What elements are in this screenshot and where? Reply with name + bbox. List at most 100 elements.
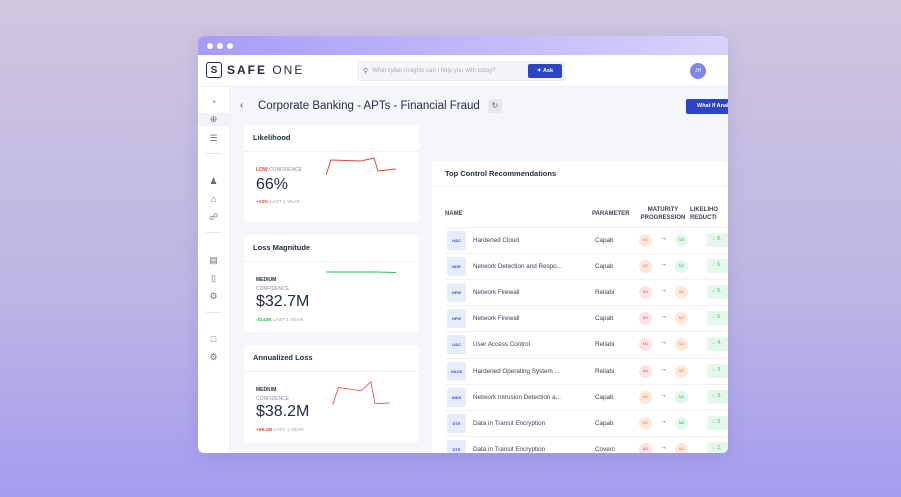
maturity-to-badge: M3 (675, 234, 688, 247)
reduction-badge: ↓ 6. (707, 259, 728, 274)
delta: +$9.1M LAST 1 YEAR (256, 428, 304, 433)
reduction-value: 5. (717, 288, 722, 295)
confidence: MEDIUM CONFIDENCE (256, 277, 289, 292)
layers-icon[interactable]: ☰ (209, 133, 218, 143)
col-parameter[interactable]: PARAMETER (592, 211, 630, 217)
parameter: Reliabi (595, 341, 615, 349)
logo-mark: S (206, 62, 222, 78)
control-abbr-badge: NDR (447, 257, 466, 277)
table-row[interactable]: UAC User Access Control Reliabi M1 → M2 … (445, 331, 728, 357)
maturity-from-badge: M1 (639, 364, 652, 378)
confidence-level: MEDIUM (256, 277, 277, 283)
window-dot[interactable] (217, 42, 223, 49)
maturity-to-badge: M3 (675, 260, 688, 274)
control-name: Hardened Operating System ... (473, 367, 560, 375)
table-row[interactable]: NIDS Network Intrusion Detection a... Ca… (445, 383, 728, 410)
institution-icon[interactable]: ⌂ (210, 194, 217, 204)
col-maturity-l2: PROGRESSION (640, 215, 686, 221)
table-row[interactable]: NFW Network Firewall Capab M1 → M2 ↓ 5. (445, 305, 728, 331)
reduction-badge: ↓ 9. (707, 233, 728, 247)
delta-period: LAST 1 YEAR (273, 318, 304, 323)
table-row[interactable]: DTE Data in Transit Encryption Capab M2 … (445, 409, 728, 436)
main-content: ‹ Corporate Banking - APTs - Financial F… (230, 87, 728, 453)
maturity-from-badge: M1 (639, 442, 652, 453)
list-icon[interactable]: ▤ (209, 255, 218, 265)
control-name: User Access Control (473, 341, 531, 349)
parameter: Capab (595, 315, 614, 323)
col-maturity[interactable]: MATURITY PROGRESSION (638, 206, 688, 222)
control-abbr-badge: UAC (447, 335, 466, 355)
card-title: Likelihood (244, 125, 419, 152)
reduction-value: 3. (717, 392, 722, 399)
maturity-to-badge: M2 (675, 312, 688, 326)
table-row[interactable]: HAC Hardened Cloud Capab M2 → M3 ↓ 9. (445, 227, 728, 253)
reduction-value: 5. (717, 314, 722, 321)
parameter: Reliabi (595, 367, 615, 375)
maturity-from-badge: M1 (639, 338, 652, 352)
table-row[interactable]: NDR Network Detection and Respo... Capab… (445, 253, 728, 279)
delta-value: -$144K (256, 318, 272, 323)
refresh-icon[interactable]: ↻ (487, 99, 502, 113)
col-name[interactable]: NAME (445, 211, 463, 217)
logo[interactable]: S SAFE ONE (206, 62, 304, 78)
users-icon[interactable]: ♟ (209, 176, 218, 186)
network-icon[interactable]: ☍ (208, 212, 219, 222)
likelihood-card: Likelihood LOW CONFIDENCE 66% +10% LAST … (244, 125, 419, 222)
maturity-to-badge: M2 (675, 442, 688, 453)
window-titlebar (198, 36, 728, 55)
app-window: S SAFE ONE ⚲ What cyber insights can I h… (198, 36, 728, 453)
sidebar: ◔ ⊕ ☰ ♟ ⌂ ☍ ▤ ▯ ⚙ □ ⚙ (198, 87, 230, 453)
window-dot[interactable] (227, 42, 233, 49)
maturity-to-badge: M2 (675, 338, 688, 352)
reduction-value: 6. (717, 262, 722, 269)
col-likelihood-reduction[interactable]: LIKELIHO REDUCTI (690, 206, 718, 222)
table-row[interactable]: HAOS Hardened Operating System ... Relia… (445, 357, 728, 384)
search-bar[interactable]: ⚲ What cyber insights can I help you wit… (357, 61, 565, 81)
settings-icon[interactable]: ⚙ (209, 352, 218, 362)
brand-light: ONE (267, 63, 305, 77)
reduction-badge: ↓ 2. (707, 441, 728, 453)
panel-title: Top Control Recommendations (432, 161, 728, 187)
top-header: S SAFE ONE ⚲ What cyber insights can I h… (198, 55, 728, 87)
confidence-label: CONFIDENCE (269, 167, 303, 173)
what-if-button[interactable]: What If Analysis (686, 99, 728, 114)
delta-value: +$9.1M (256, 428, 273, 433)
avatar[interactable]: JH (690, 63, 706, 79)
parameter: Coverc (595, 445, 615, 453)
arrow-down-icon: ↓ (712, 444, 715, 451)
maturity-from-badge: M2 (639, 390, 652, 404)
maturity-to-badge: M2 (675, 364, 688, 378)
arrow-down-icon: ↓ (712, 392, 715, 399)
reduction-badge: ↓ 3. (707, 415, 728, 430)
crosshair-icon[interactable]: ⊕ (198, 113, 229, 126)
arrow-down-icon: ↓ (712, 236, 715, 242)
table-row[interactable]: DTE Data in Transit Encryption Coverc M1… (445, 435, 728, 453)
control-abbr-badge: NFW (447, 283, 466, 303)
confidence-level: MEDIUM (256, 387, 277, 393)
control-name: Network Detection and Respo... (473, 263, 562, 271)
recommendations-panel: Top Control Recommendations NAME PARAMET… (432, 161, 728, 453)
delta-value: +10% (256, 200, 269, 205)
document-icon[interactable]: ▯ (211, 273, 216, 283)
window-dot[interactable] (207, 42, 213, 49)
ask-button[interactable]: ✦ Ask (528, 64, 562, 78)
delta-period: LAST 1 YEAR (269, 200, 300, 205)
control-abbr-badge: HAC (447, 231, 466, 250)
parameter: Reliabi (595, 289, 615, 297)
reduction-value: 4. (717, 340, 722, 347)
file-add-icon[interactable]: □ (210, 334, 217, 344)
search-input[interactable]: What cyber insights can I help you with … (372, 68, 496, 74)
table-row[interactable]: NFW Network Firewall Reliabi M1 → M2 ↓ 5… (445, 279, 728, 305)
parameter: Capab (595, 263, 614, 271)
confidence: MEDIUM CONFIDENCE (256, 387, 289, 402)
card-value: $38.2M (256, 403, 310, 420)
col-lr-l1: LIKELIHO (690, 207, 718, 213)
parameter: Capab (595, 393, 614, 401)
badge-icon[interactable]: ⚙ (209, 291, 218, 301)
gauge-icon[interactable]: ◔ (210, 97, 217, 107)
sparkle-icon: ✦ (536, 68, 544, 74)
back-icon[interactable]: ‹ (240, 100, 244, 111)
control-abbr-badge: DTE (447, 439, 466, 453)
reduction-badge: ↓ 5. (707, 285, 728, 300)
maturity-to-badge: M3 (675, 416, 688, 430)
